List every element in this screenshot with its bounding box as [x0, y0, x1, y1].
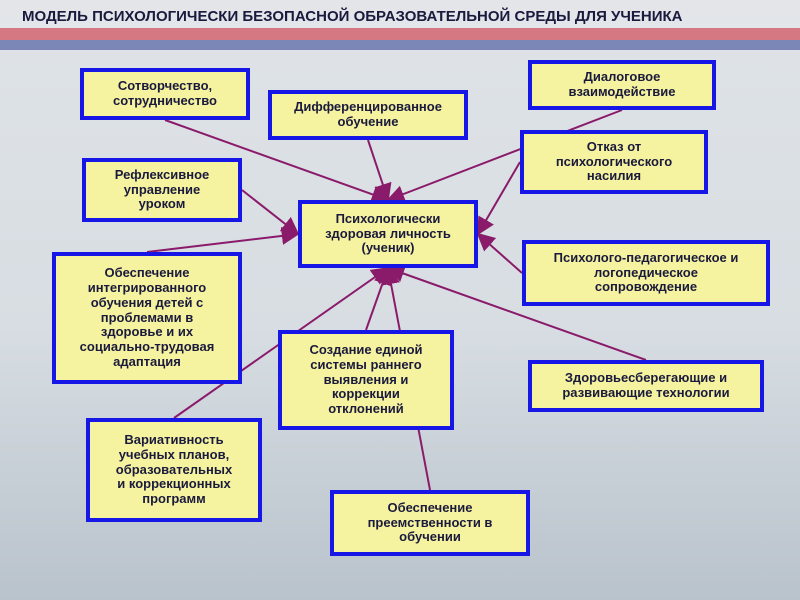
- concept-node: Отказ от психологического насилия: [520, 130, 708, 194]
- concept-node: Создание единой системы раннего выявлени…: [278, 330, 454, 430]
- concept-node: Психолого-педагогическое и логопедическо…: [522, 240, 770, 306]
- concept-node: Дифференцированное обучение: [268, 90, 468, 140]
- concept-node: Здоровьесберегающие и развивающие технол…: [528, 360, 764, 412]
- concept-node: Вариативность учебных планов, образовате…: [86, 418, 262, 522]
- edge: [242, 190, 298, 234]
- diagram-stage: МОДЕЛЬ ПСИХОЛОГИЧЕСКИ БЕЗОПАСНОЙ ОБРАЗОВ…: [0, 0, 800, 600]
- diagram-title: МОДЕЛЬ ПСИХОЛОГИЧЕСКИ БЕЗОПАСНОЙ ОБРАЗОВ…: [22, 8, 778, 25]
- concept-node: Обеспечение преемственности в обучении: [330, 490, 530, 556]
- edge: [366, 268, 388, 330]
- edge: [147, 234, 298, 252]
- concept-node: Сотворчество, сотрудничество: [80, 68, 250, 120]
- concept-node: Обеспечение интегрированного обучения де…: [52, 252, 242, 384]
- concept-node: Рефлексивное управление уроком: [82, 158, 242, 222]
- concept-node: Диалоговое взаимодействие: [528, 60, 716, 110]
- header-stripe: [0, 28, 800, 40]
- edge: [478, 162, 520, 234]
- header-stripe: [0, 40, 800, 50]
- center-node: Психологически здоровая личность (ученик…: [298, 200, 478, 268]
- edge: [478, 234, 522, 273]
- edge: [368, 140, 388, 200]
